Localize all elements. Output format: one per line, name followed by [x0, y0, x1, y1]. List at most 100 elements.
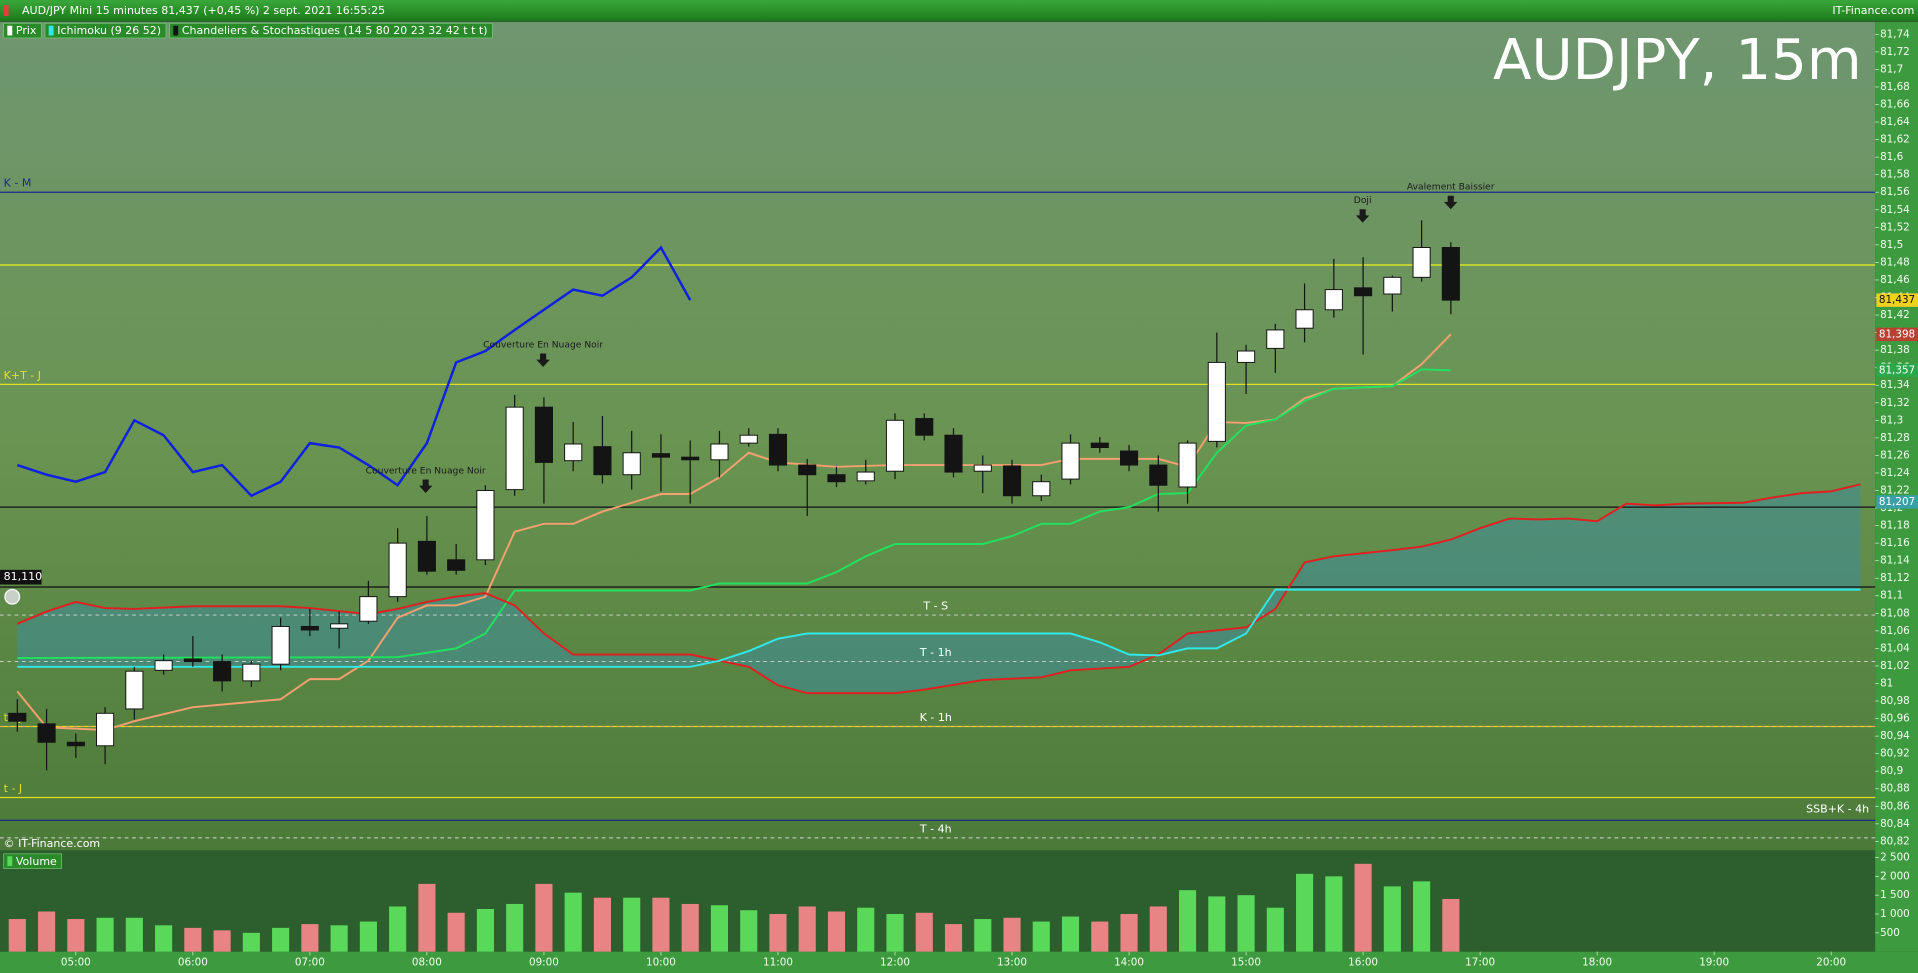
y-tick-label: 81,32 [1880, 397, 1910, 409]
annotation: Doji [1354, 195, 1372, 206]
candle-body [388, 542, 407, 598]
candle-body [447, 559, 466, 571]
candle-body [1441, 247, 1460, 301]
legend-box [169, 22, 493, 39]
volume-bar [67, 919, 85, 952]
y-tick-label: 81,6 [1880, 151, 1903, 163]
candle-body [1032, 481, 1051, 497]
line [17, 368, 1451, 660]
legend-item: Chandeliers & Stochastiques (14 5 80 20 … [169, 22, 493, 39]
candle-body [534, 406, 553, 463]
y-tick-label: 80,92 [1880, 748, 1910, 760]
volume-bar [915, 912, 933, 952]
legend-label: Prix [16, 24, 37, 37]
level-label: T - 1h [919, 646, 952, 659]
candle-body [417, 540, 436, 572]
y-tick-label: 81,16 [1880, 537, 1910, 549]
y-tick-label: 80,86 [1880, 800, 1910, 812]
volume-bar [798, 906, 816, 952]
level-box [0, 569, 42, 585]
volume-bar [359, 921, 377, 952]
level-label: t - J [4, 782, 23, 795]
candle-body [768, 433, 788, 466]
annotation-arrow [1355, 209, 1370, 223]
y-tick-label: 2 000 [1880, 870, 1910, 882]
candle-body [96, 712, 115, 747]
candle-body [1119, 450, 1139, 466]
volume-bar [769, 914, 787, 952]
annotation: Couverture En Nuage Noir [483, 339, 603, 350]
candle-body [1207, 361, 1226, 442]
line [16, 333, 1452, 731]
legend-box [3, 22, 42, 39]
candle-body [271, 625, 290, 665]
price-panel [0, 22, 1876, 851]
plot-layer: Prix Ichimoku (9 26 52) Chandeliers & Stoc… [0, 22, 1918, 969]
y-tick-label: 81,48 [1880, 256, 1910, 268]
volume-bar [272, 927, 290, 952]
volume-bar [1237, 895, 1255, 952]
volume-bar [1266, 907, 1284, 952]
candle-body [973, 464, 992, 472]
candle-body [154, 660, 173, 671]
y-tick-label: 81,42 [1880, 309, 1910, 321]
volume-bar [1003, 917, 1021, 952]
candle-body [330, 623, 349, 629]
legend-item: Prix [3, 22, 42, 39]
annotation: Couverture En Nuage Noir [366, 465, 486, 476]
y-tick-label: 81 [1880, 677, 1893, 689]
watermark: AUDJPY, 15m [1493, 28, 1862, 93]
x-tick-label: 10:00 [646, 957, 676, 969]
x-tick-label: 13:00 [997, 957, 1027, 969]
candle-body [1002, 465, 1022, 497]
candle-body [300, 625, 319, 631]
volume-bar [944, 924, 963, 952]
annotation: Avalement Baissier [1407, 182, 1495, 193]
candle-body [593, 446, 612, 476]
candle-body [885, 419, 905, 472]
price-box-label: 81,207 [1879, 496, 1915, 508]
candle-body [710, 443, 729, 461]
candle-body [125, 670, 144, 710]
y-tick-label: 81,46 [1880, 274, 1910, 286]
volume-bar [1061, 916, 1080, 952]
candle-body [827, 474, 846, 483]
y-tick-label: 500 [1880, 927, 1900, 939]
annotation-arrow [418, 479, 433, 493]
level-label: 81,110 [4, 570, 43, 583]
level-label: K - M [4, 177, 32, 190]
candle-body [183, 658, 202, 663]
volume-bar [330, 925, 348, 952]
price-box [1876, 327, 1918, 342]
price-box [1876, 293, 1918, 307]
candle-body [856, 471, 875, 482]
volume-bar [681, 903, 699, 952]
volume-bar [155, 925, 173, 952]
y-tick-label: 81,18 [1880, 520, 1910, 532]
volume-bar [827, 911, 846, 952]
volume-bar [476, 909, 494, 952]
x-tick-label: 07:00 [295, 957, 325, 969]
candle-body [66, 741, 85, 747]
volume-bar [710, 905, 729, 952]
legend-label: Chandeliers & Stochastiques (14 5 80 20 … [182, 24, 488, 37]
y-tick-label: 81,68 [1880, 81, 1910, 93]
y-tick-label: 81,72 [1880, 46, 1910, 58]
y-tick-label: 80,94 [1880, 730, 1910, 742]
x-tick-label: 17:00 [1465, 957, 1495, 969]
candle-body [1237, 350, 1256, 363]
level-label: K+T - J [4, 369, 41, 382]
volume-bar [593, 897, 612, 952]
y-tick-label: 81,06 [1880, 625, 1910, 637]
candle-body [564, 443, 583, 462]
volume-bar [535, 883, 553, 952]
candle-body [1354, 287, 1373, 297]
y-tick-label: 81,24 [1880, 467, 1910, 479]
candle-body [651, 453, 671, 458]
legend-marker [173, 25, 179, 36]
level-label: K - 1h [920, 711, 952, 724]
price-box-label: 81,437 [1879, 294, 1915, 306]
y-axis [1875, 22, 1918, 952]
volume-bar [974, 919, 992, 952]
